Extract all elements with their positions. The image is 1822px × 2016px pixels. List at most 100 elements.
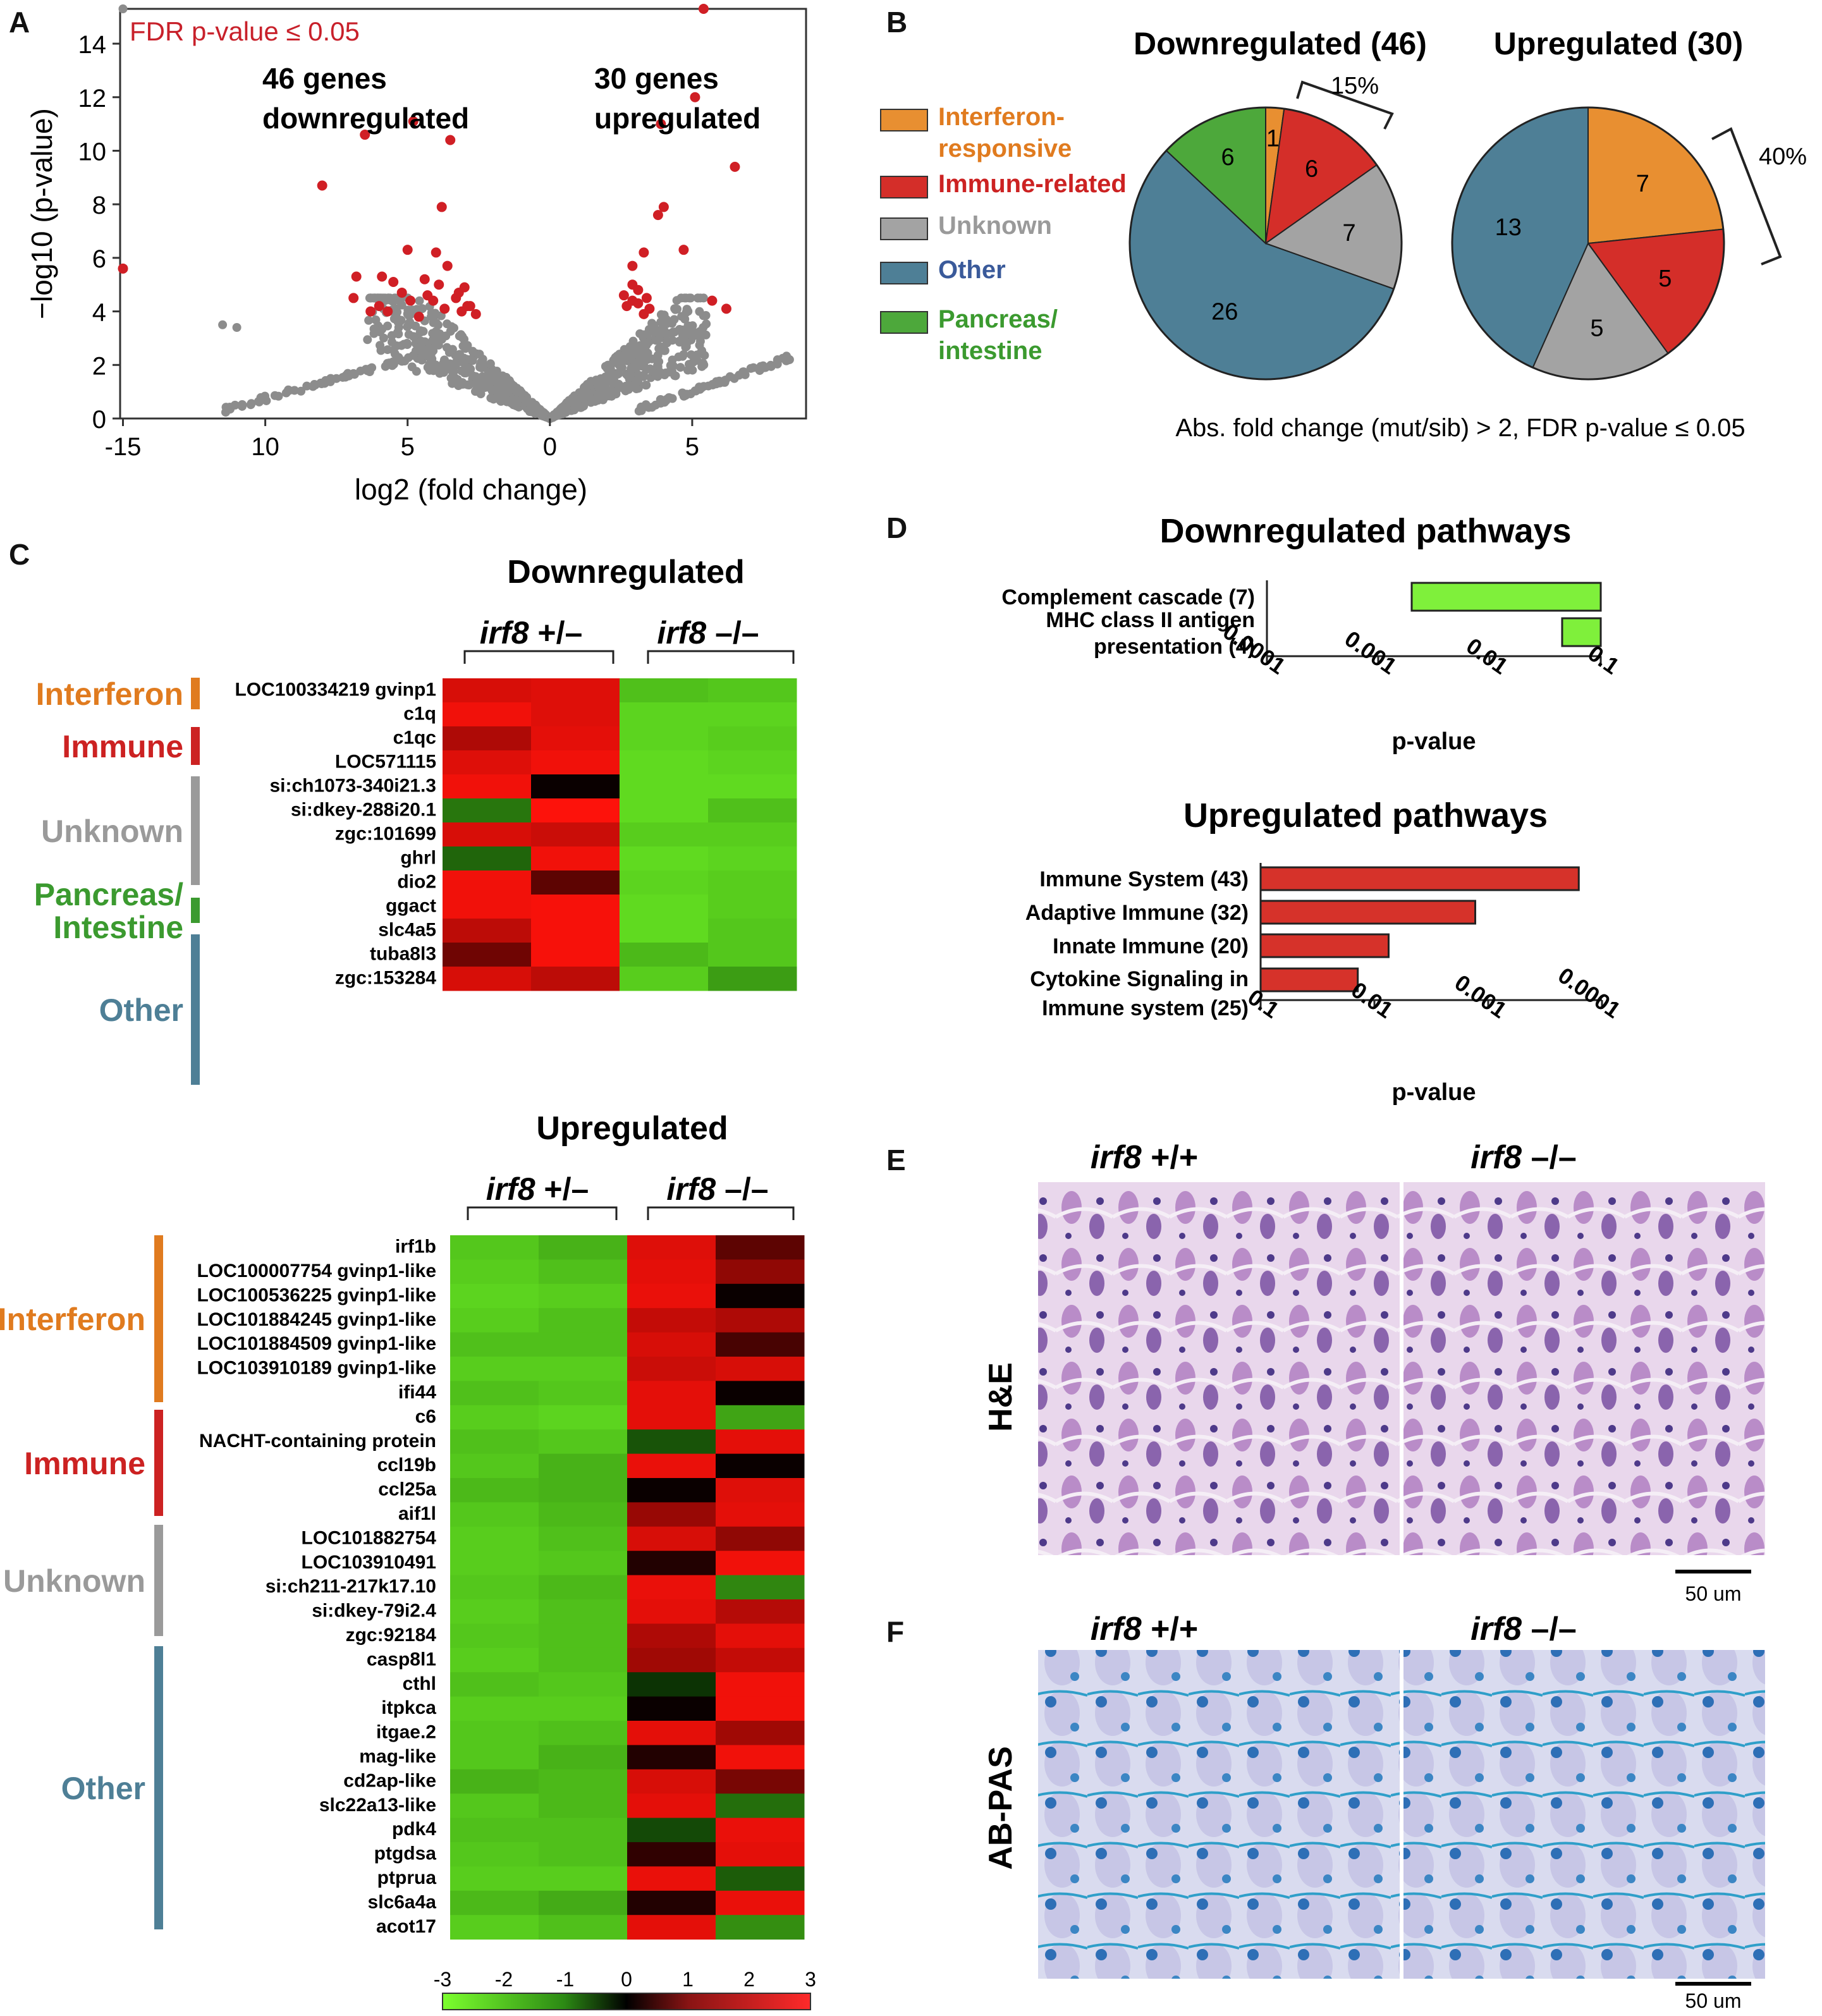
volcano-point-ns (688, 365, 697, 375)
volcano-point-ns (761, 363, 770, 372)
heatmap-cell (627, 1696, 716, 1721)
heatmap-cell (450, 1283, 539, 1309)
heatmap-cell (539, 1478, 628, 1503)
volcano-point-sig (678, 245, 689, 255)
volcano-point-ns (425, 365, 434, 375)
volcano-point-sig (377, 271, 388, 282)
heatmap-cell (708, 871, 797, 895)
heatmap-cell (450, 1429, 539, 1455)
volcano-point-ns (591, 376, 601, 385)
category-bar (191, 934, 200, 1085)
volcano-point-ns (419, 327, 428, 336)
heatmap-cell (531, 702, 620, 727)
heatmap-cell (620, 798, 709, 823)
volcano-point-sig (388, 277, 399, 287)
volcano-point-ns (316, 378, 326, 388)
heatmap-cell (450, 1235, 539, 1260)
volcano-point-ns (782, 351, 792, 361)
volcano-point-ns (643, 348, 652, 358)
heatmap-cell (531, 943, 620, 967)
volcano-point-ns (407, 320, 416, 329)
svg-text:irf8 –/–: irf8 –/– (666, 1171, 768, 1207)
up-count-text: 30 genes (594, 62, 719, 95)
heatmap-cell (716, 1526, 805, 1551)
heatmap-down-col-b-gene: irf8 (657, 615, 706, 651)
pie-legend-item: Immune-related (880, 168, 1127, 200)
heatmap-cell (531, 678, 620, 703)
heatmap-row-label: slc4a5 (378, 919, 436, 940)
pathway-down-tick-label: 0.001 (1340, 625, 1402, 679)
volcano-point-ns (644, 338, 653, 347)
volcano-point-sig (405, 295, 416, 306)
pathway-up-bar (1259, 933, 1390, 958)
heatmap-row-label: LOC103910189 gvinp1-like (197, 1358, 436, 1379)
heatmap-cell (716, 1478, 805, 1503)
svg-text:irf8 –/–: irf8 –/– (657, 615, 759, 651)
heatmap-row-label: si:dkey-79i2.4 (312, 1601, 436, 1622)
heatmap-cell (531, 846, 620, 871)
volcano-point-sig (348, 293, 359, 303)
volcano-point-ns (452, 378, 462, 388)
volcano-point-sig (690, 92, 700, 102)
volcano-point-sig (621, 301, 632, 312)
volcano-point-ns (435, 329, 444, 339)
volcano-point-ns (232, 323, 242, 332)
volcano-ytick-label: 12 (78, 85, 107, 113)
pie-slice-label: 26 (1211, 299, 1238, 326)
volcano-point-ns (407, 362, 417, 372)
heatmap-cell (716, 1599, 805, 1624)
volcano-point-sig (442, 260, 453, 271)
volcano-point-ns (384, 358, 394, 368)
volcano-point-ns (561, 403, 571, 413)
volcano-point-ns (415, 296, 424, 305)
pie-outline (1128, 106, 1403, 381)
pathway-up-bar (1259, 866, 1580, 891)
volcano-point-ns (403, 340, 412, 350)
pie-up-bracket-label: 40% (1759, 144, 1807, 170)
volcano-point-ns (627, 363, 636, 373)
volcano-ylabel: −log10 (p-value) (25, 108, 58, 319)
volcano-point-ns (254, 396, 263, 406)
volcano-point-ns (468, 346, 477, 356)
heatmap-up-col-b: irf8 –/– (647, 1171, 795, 1220)
category-label: Interferon (36, 676, 183, 712)
volcano-point-ns (579, 401, 589, 411)
heatmap-row-label: itgae.2 (376, 1722, 436, 1743)
heatmap-cell (716, 1429, 805, 1455)
volcano-point-ns (668, 355, 677, 365)
heatmap-cell (716, 1259, 805, 1285)
panel-label-d: D (886, 511, 908, 544)
volcano-point-ns (536, 408, 546, 418)
heatmap-cell (708, 919, 797, 943)
abpas-scale-label: 50 um (1685, 1989, 1742, 2012)
heatmap-down-col-a-gene: irf8 (480, 615, 529, 651)
heatmap-cell (620, 871, 709, 895)
heatmap-cell (627, 1526, 716, 1551)
down-count-text: 46 genes (262, 62, 387, 95)
pathway-up-xlabel: p-value (1391, 1079, 1476, 1106)
heatmap-cell (627, 1453, 716, 1479)
volcano-point-sig (382, 306, 393, 317)
abpas-image-mut (1403, 1650, 1765, 1979)
he-col-wt-gene: irf8 (1091, 1139, 1142, 1176)
heatmap-cell (627, 1599, 716, 1624)
volcano-point-sig (317, 180, 327, 191)
category-label: Pancreas/Intestine (34, 877, 183, 945)
volcano-point-ns (683, 307, 693, 316)
volcano-point-ns (676, 293, 686, 303)
pie-legend-item: Other (880, 254, 1006, 286)
heatmap-cell (627, 1623, 716, 1649)
heatmap-down-bracket-b (647, 650, 795, 664)
pathway-down-label: MHC class II antigen presentation (4) (1046, 608, 1255, 659)
volcano-point-ns (633, 359, 643, 369)
heatmap-cell (539, 1405, 628, 1430)
heatmap-cell (450, 1381, 539, 1406)
heatmap-down-title: Downregulated (507, 554, 745, 590)
heatmap-row-label: LOC100536225 gvinp1-like (197, 1285, 436, 1305)
pie-legend-swatch (880, 262, 928, 284)
ab-col-wt-genotype: +/+ (1142, 1611, 1199, 1647)
heatmap-cell (716, 1551, 805, 1576)
volcano-point-ns (658, 326, 668, 336)
heatmap-row-label: zgc:101699 (335, 823, 436, 844)
volcano-plot: 0 2 4 6 8 10 12 14 -15 10 5 0 5 FDR p-value ≤ 0.05 4… (25, 4, 807, 506)
